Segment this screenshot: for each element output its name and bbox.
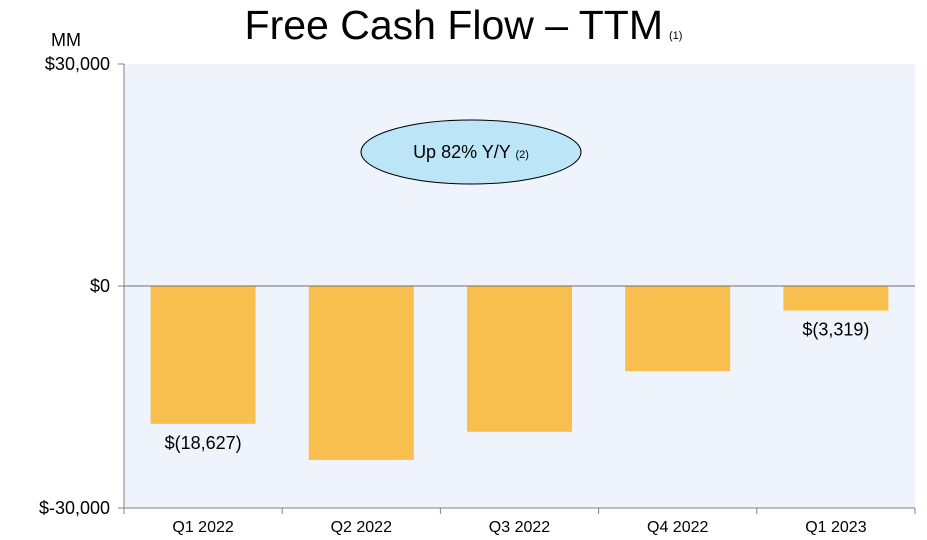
bar: [625, 286, 731, 372]
x-tick-label: Q1 2023: [805, 519, 866, 536]
y-tick-label: $0: [90, 276, 110, 296]
x-tick-label: Q3 2022: [489, 519, 550, 536]
y-tick-label: $-30,000: [39, 498, 110, 518]
x-tick-label: Q4 2022: [647, 519, 708, 536]
y-tick-label: $30,000: [45, 54, 110, 74]
x-tick-label: Q1 2022: [172, 519, 233, 536]
chart-title-footnote: (1): [669, 30, 683, 42]
callout-ellipse: [360, 119, 582, 185]
bar: [150, 286, 256, 424]
y-axis-unit-label: MM: [51, 30, 81, 50]
callout-main-text: Up 82% Y/Y: [413, 142, 515, 162]
bar: [308, 286, 414, 460]
callout-text: Up 82% Y/Y (2): [413, 142, 529, 162]
bar: [783, 286, 889, 311]
chart-title-text: Free Cash Flow – TTM: [244, 2, 663, 48]
data-label: $(18,627): [165, 433, 242, 453]
chart-title: Free Cash Flow – TTM (1): [0, 2, 927, 49]
data-label: $(3,319): [802, 320, 869, 340]
bar: [467, 286, 572, 432]
x-tick-label: Q2 2022: [331, 519, 392, 536]
callout-footnote: (2): [515, 149, 528, 161]
